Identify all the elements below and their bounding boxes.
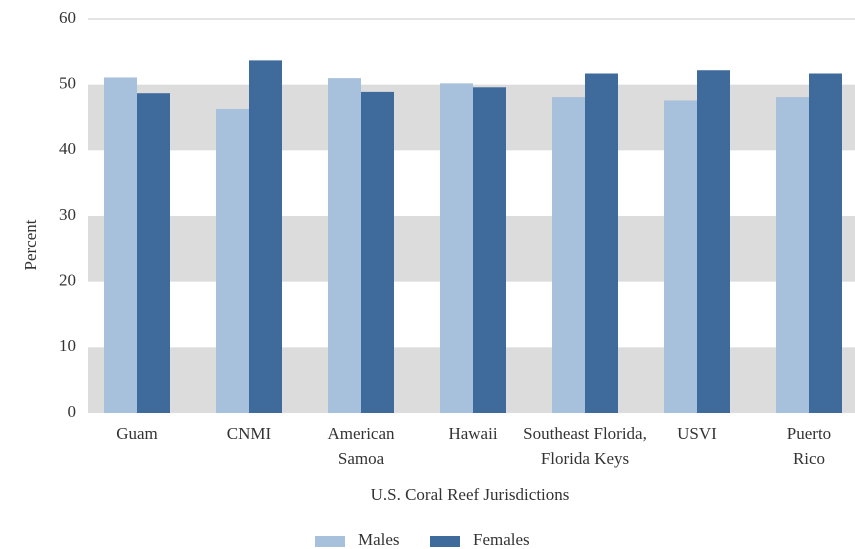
legend-swatch: [315, 536, 345, 547]
y-tick-label: 20: [59, 271, 76, 290]
bar: [137, 93, 170, 413]
x-tick-label: Samoa: [338, 449, 385, 468]
bar: [776, 97, 809, 413]
x-tick-label: Puerto: [787, 424, 831, 443]
legend-label: Females: [473, 530, 530, 549]
legend-item: Males: [315, 530, 400, 549]
y-tick-label: 30: [59, 205, 76, 224]
bar: [473, 87, 506, 413]
y-tick-label: 10: [59, 336, 76, 355]
bar: [440, 83, 473, 413]
bar: [216, 108, 249, 414]
bar: [664, 100, 697, 413]
x-axis-title: U.S. Coral Reef Jurisdictions: [371, 485, 570, 504]
bar: [697, 70, 730, 413]
y-tick-label: 0: [68, 402, 77, 421]
x-tick-label: Hawaii: [448, 424, 497, 443]
x-tick-label: Guam: [116, 424, 158, 443]
bar: [809, 73, 842, 414]
x-tick-label: USVI: [677, 424, 717, 443]
legend-item: Females: [430, 530, 530, 549]
x-tick-label: Rico: [793, 449, 825, 468]
x-tick-label: Southeast Florida,: [523, 424, 647, 443]
bar: [585, 73, 618, 414]
y-axis-title: Percent: [21, 219, 40, 270]
legend-label: Males: [358, 530, 400, 549]
legend-swatch: [430, 536, 460, 547]
bar: [552, 97, 585, 413]
y-tick-label: 40: [59, 139, 76, 158]
bar: [328, 78, 361, 413]
bar: [104, 77, 137, 414]
x-tick-label: CNMI: [227, 424, 272, 443]
y-tick-label: 60: [59, 8, 76, 27]
y-tick-label: 50: [59, 74, 76, 93]
x-tick-label: American: [327, 424, 395, 443]
x-tick-label: Florida Keys: [541, 449, 629, 468]
bar: [361, 91, 394, 413]
bar: [249, 60, 282, 414]
